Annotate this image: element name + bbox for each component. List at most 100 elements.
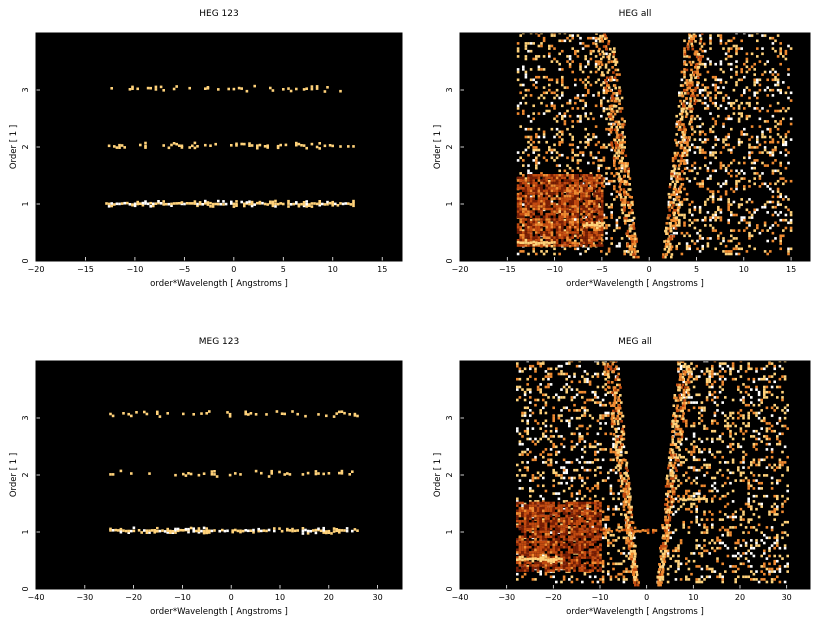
heatmap-cell: [536, 362, 540, 365]
heatmap-cell: [711, 370, 714, 373]
heatmap-cell: [310, 202, 314, 205]
heatmap-cell: [708, 552, 711, 555]
heatmap-cell: [727, 101, 730, 105]
heatmap-cell: [526, 361, 529, 363]
heatmap-cell: [708, 372, 711, 376]
heatmap-cell: [558, 211, 561, 214]
heatmap-cell: [595, 45, 599, 48]
heatmap-cell: [552, 442, 555, 446]
heatmap-cell: [682, 102, 685, 105]
heatmap-cell: [587, 176, 591, 180]
heatmap-cell: [695, 476, 698, 480]
heatmap-cell: [332, 527, 336, 530]
heatmap-cell: [623, 219, 627, 222]
heatmap-cell: [126, 201, 129, 205]
heatmap-cell: [573, 500, 576, 503]
heatmap-cell: [310, 87, 314, 91]
heatmap-cell: [583, 481, 587, 485]
heatmap-cell: [620, 552, 623, 555]
heatmap-cell: [561, 153, 564, 157]
heatmap-cell: [776, 127, 780, 131]
heatmap-cell: [516, 70, 520, 74]
heatmap-cell: [769, 135, 772, 139]
heatmap-cell: [743, 75, 746, 79]
heatmap-cell: [629, 235, 633, 238]
heatmap-cell: [340, 469, 344, 473]
heatmap-cell: [600, 179, 604, 182]
heatmap-cell: [280, 412, 284, 415]
heatmap-cell: [614, 86, 617, 90]
heatmap-cell: [678, 94, 681, 97]
x-tick-label: 10: [739, 265, 749, 274]
heatmap-cell: [619, 196, 623, 199]
heatmap-cell: [214, 202, 217, 206]
heatmap-cell: [718, 437, 722, 441]
heatmap-cell: [594, 484, 597, 488]
heatmap-cell: [680, 203, 684, 206]
heatmap-cell: [217, 88, 220, 91]
heatmap-cell: [698, 489, 701, 493]
heatmap-cell: [555, 133, 559, 136]
heatmap-cell: [587, 236, 591, 239]
heatmap-cell: [774, 120, 777, 123]
heatmap-cell: [542, 192, 546, 195]
heatmap-cell: [779, 177, 782, 180]
heatmap-cell: [718, 497, 722, 501]
heatmap-cell: [615, 218, 619, 222]
heatmap-cell: [735, 33, 738, 35]
heatmap-cell: [682, 455, 685, 459]
heatmap-cell: [705, 528, 709, 532]
heatmap-cell: [570, 507, 574, 511]
heatmap-cell: [581, 81, 585, 84]
heatmap-cell: [771, 68, 775, 71]
heatmap-cell: [576, 55, 580, 58]
heatmap-cell: [672, 209, 676, 212]
heatmap-cell: [582, 236, 586, 239]
heatmap-cell: [623, 193, 626, 196]
heatmap-cell: [672, 235, 676, 238]
heatmap-cell: [593, 187, 596, 190]
heatmap-cell: [232, 205, 236, 208]
heatmap-cell: [669, 201, 672, 204]
heatmap-cell: [583, 562, 587, 566]
heatmap-cell: [555, 393, 558, 397]
heatmap-cell: [685, 489, 688, 493]
heatmap-cell: [157, 200, 160, 203]
heatmap-cell: [586, 461, 589, 464]
heatmap-cell: [352, 204, 355, 208]
heatmap-cell: [740, 39, 743, 43]
heatmap-cell: [582, 202, 586, 206]
x-tick-label: −10: [174, 593, 191, 602]
heatmap-cell: [529, 364, 532, 368]
heatmap-cell: [666, 245, 669, 248]
heatmap-cell: [174, 531, 177, 534]
heatmap-cell: [685, 153, 689, 157]
heatmap-cell: [680, 135, 684, 139]
heatmap-cell: [748, 216, 751, 219]
heatmap-cell: [343, 529, 346, 532]
heatmap-cell: [602, 107, 606, 110]
heatmap-cell: [553, 143, 556, 147]
heatmap-cell: [563, 202, 567, 206]
heatmap-cell: [661, 578, 665, 581]
heatmap-cell: [542, 233, 546, 237]
heatmap-cell: [705, 427, 709, 430]
heatmap-cell: [566, 231, 569, 234]
heatmap-cell: [625, 216, 628, 220]
heatmap-cell: [590, 225, 594, 229]
heatmap-cell: [574, 218, 577, 222]
heatmap-cell: [537, 176, 541, 180]
heatmap-cell: [542, 39, 546, 43]
heatmap-cell: [524, 218, 528, 221]
heatmap-cell: [522, 33, 525, 35]
heatmap-cell: [555, 223, 559, 226]
heatmap-cell: [529, 195, 533, 199]
heatmap-cell: [535, 135, 538, 139]
heatmap-cell: [540, 220, 543, 224]
heatmap-cell: [784, 52, 788, 56]
heatmap-cell: [685, 507, 688, 511]
heatmap-cell: [561, 130, 564, 134]
heatmap-cell: [714, 156, 717, 160]
heatmap-cell: [761, 47, 764, 50]
heatmap-cell: [669, 536, 672, 540]
